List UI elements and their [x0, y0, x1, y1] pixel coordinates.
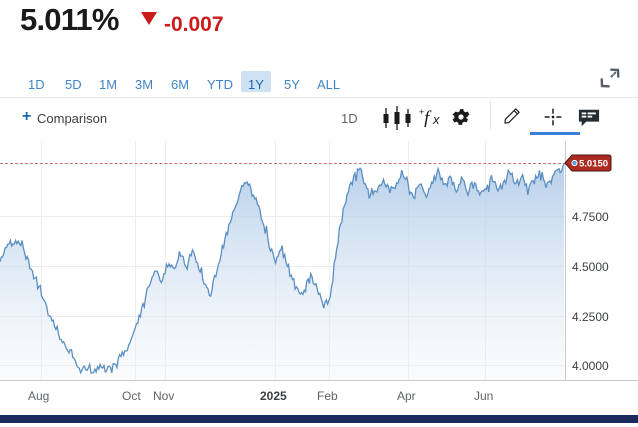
svg-text:f: f	[424, 108, 432, 127]
svg-text:x: x	[432, 112, 440, 127]
svg-text:5.0150: 5.0150	[579, 159, 608, 170]
